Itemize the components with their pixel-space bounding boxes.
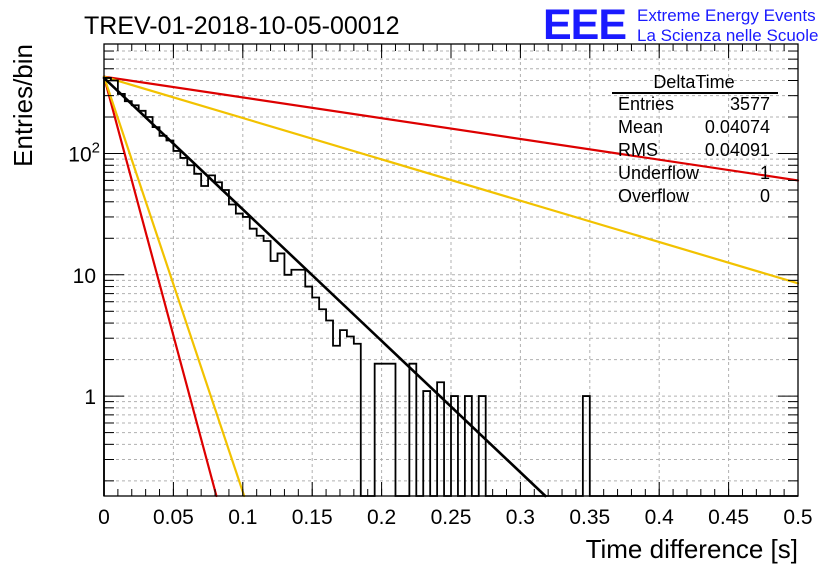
x-tick-label: 0.2 bbox=[367, 506, 396, 529]
stats-value: 3577 bbox=[730, 94, 770, 114]
logo-text: EEE bbox=[543, 1, 626, 49]
y-tick-label: 1 bbox=[84, 386, 96, 409]
eee-logo: EEE Extreme Energy Events La Scienza nel… bbox=[543, 1, 818, 49]
reference-curves bbox=[102, 75, 800, 498]
y-axis-title: Entries/bin bbox=[8, 44, 38, 167]
x-tick-label: 0.3 bbox=[506, 506, 535, 529]
x-axis-title: Time difference [s] bbox=[586, 534, 798, 564]
stats-value: 0.04074 bbox=[705, 117, 770, 137]
stats-label: RMS bbox=[618, 140, 658, 160]
run-title: TREV-01-2018-10-05-00012 bbox=[84, 12, 399, 40]
y-tick-label: 10 bbox=[73, 265, 96, 288]
reference-curve bbox=[102, 75, 246, 498]
project-subtitle: La Scienza nelle Scuole bbox=[637, 26, 818, 45]
reference-curve bbox=[102, 75, 218, 498]
x-tick-label: 0.45 bbox=[708, 506, 749, 529]
x-tick-label: 0.4 bbox=[645, 506, 675, 529]
x-tick-label: 0.15 bbox=[292, 506, 333, 529]
stats-label: Overflow bbox=[618, 186, 690, 206]
exponential-fit-line bbox=[102, 76, 547, 498]
plot-frame bbox=[103, 43, 799, 497]
stats-label: Entries bbox=[618, 94, 674, 114]
axis-ticks bbox=[103, 43, 799, 496]
stats-box: DeltaTime Entries 3577 Mean 0.04074 RMS 0.040… bbox=[612, 72, 778, 206]
x-tick-label: 0.5 bbox=[783, 506, 812, 529]
x-tick-label: 0.25 bbox=[431, 506, 472, 529]
x-tick-label: 0.35 bbox=[569, 506, 610, 529]
stats-label: Mean bbox=[618, 117, 663, 137]
stats-title: DeltaTime bbox=[653, 72, 734, 92]
x-tick-label: 0 bbox=[98, 506, 110, 529]
stats-value: 0 bbox=[760, 186, 770, 206]
reference-curve bbox=[102, 75, 800, 285]
fit-curve bbox=[102, 76, 547, 498]
x-tick-label: 0.1 bbox=[228, 506, 257, 529]
y-tick-label: 102 bbox=[68, 140, 100, 167]
tick-labels: 0 0.05 0.1 0.15 0.2 0.25 0.3 0.35 0.4 0.45 0.51101… bbox=[68, 140, 812, 529]
reference-curve bbox=[102, 75, 800, 182]
stats-value: 0.04091 bbox=[705, 140, 770, 160]
x-tick-label: 0.05 bbox=[153, 506, 194, 529]
project-name: Extreme Energy Events bbox=[637, 6, 816, 25]
grid bbox=[104, 43, 798, 496]
stats-label: Underflow bbox=[618, 163, 700, 183]
stats-rows: Entries 3577 Mean 0.04074 RMS 0.04091Underflo… bbox=[618, 94, 770, 206]
stats-value: 1 bbox=[760, 163, 770, 183]
